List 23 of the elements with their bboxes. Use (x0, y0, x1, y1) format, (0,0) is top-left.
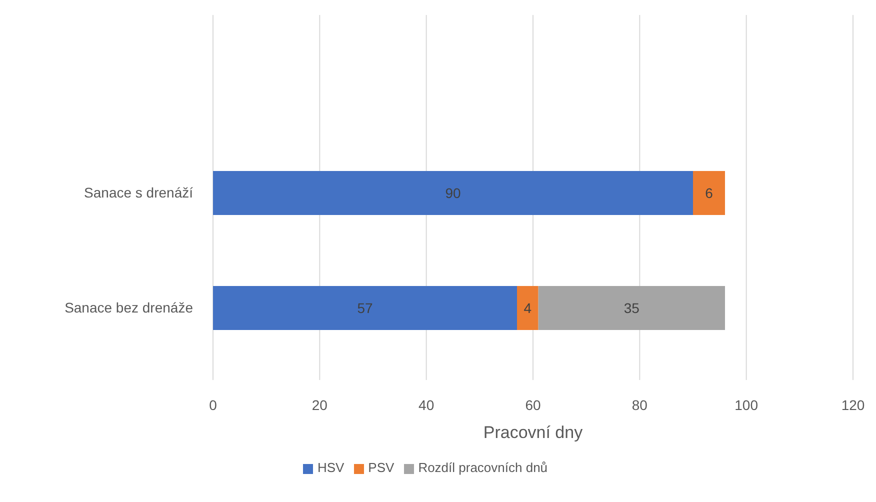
x-tick-label: 100 (734, 396, 758, 413)
y-tick-label: Sanace bez drenáže (64, 299, 194, 316)
y-tick-label: Sanace s drenáží (84, 184, 194, 200)
x-tick-label: 120 (841, 396, 865, 413)
x-tick-label: 80 (632, 396, 648, 413)
data-label: 35 (624, 300, 640, 316)
data-label: 6 (705, 184, 714, 201)
bar (213, 286, 517, 330)
data-label: 57 (357, 300, 373, 316)
legend-label: Rozdíl pracovních dnů (418, 460, 548, 475)
legend-label: PSV (368, 460, 394, 475)
bar (693, 171, 725, 215)
bar (213, 171, 693, 215)
data-label: 4 (524, 300, 532, 316)
bar (517, 286, 538, 330)
x-tick-label: 0 (209, 396, 218, 413)
x-tick-label: 60 (525, 396, 541, 413)
x-tick-label: 40 (418, 396, 434, 413)
bar (538, 286, 725, 330)
x-tick-label: 20 (312, 396, 328, 413)
x-axis-title: Pracovní dny (483, 423, 584, 442)
data-label: 90 (445, 184, 461, 201)
legend-label: HSV (317, 460, 344, 475)
